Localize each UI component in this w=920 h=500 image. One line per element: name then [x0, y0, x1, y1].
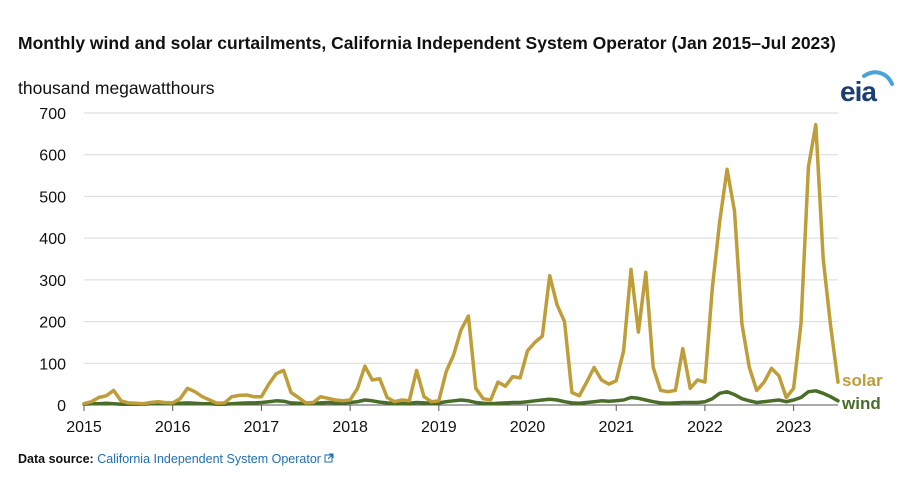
y-tick-label: 400 — [39, 231, 66, 248]
gridlines — [84, 112, 838, 364]
y-tick-label: 100 — [39, 356, 66, 373]
y-tick-label: 0 — [57, 398, 66, 415]
x-tick-label: 2023 — [776, 419, 812, 436]
external-link-icon[interactable] — [324, 452, 334, 466]
x-tick-label: 2019 — [421, 419, 457, 436]
x-tick-label: 2021 — [598, 419, 634, 436]
y-tick-label: 200 — [39, 315, 66, 332]
x-tick-label: 2017 — [244, 419, 280, 436]
data-source-label: Data source: — [18, 452, 94, 466]
x-tick-label: 2015 — [66, 419, 102, 436]
data-source-link[interactable]: California Independent System Operator — [97, 452, 321, 466]
x-tick-label: 2016 — [155, 419, 191, 436]
eia-logo-swoosh-icon — [862, 70, 894, 86]
x-tick-label: 2020 — [510, 419, 546, 436]
x-tick-label: 2022 — [687, 419, 723, 436]
y-tick-label: 300 — [39, 273, 66, 290]
axes: 0 100 200 300 400 500 600 700 2015 2016 2017 2018 20… — [39, 106, 838, 436]
y-axis-units-label: thousand megawatthours — [18, 78, 215, 98]
y-tick-label: 600 — [39, 148, 66, 165]
series-lines — [82, 122, 840, 406]
x-tick-label: 2018 — [332, 419, 368, 436]
y-tick-label: 700 — [39, 106, 66, 123]
y-tick-label: 500 — [39, 189, 66, 206]
chart-title: Monthly wind and solar curtailments, Cal… — [18, 33, 836, 53]
eia-logo: eia — [836, 70, 894, 107]
solar-series-label: solar — [842, 371, 883, 390]
data-source: Data source: California Independent Syst… — [18, 452, 334, 466]
eia-logo-text: eia — [840, 76, 877, 107]
wind-series-label: wind — [841, 394, 881, 413]
wind-series-line — [82, 389, 840, 406]
series-labels: solar wind — [841, 371, 883, 413]
solar-series-line — [82, 122, 840, 406]
